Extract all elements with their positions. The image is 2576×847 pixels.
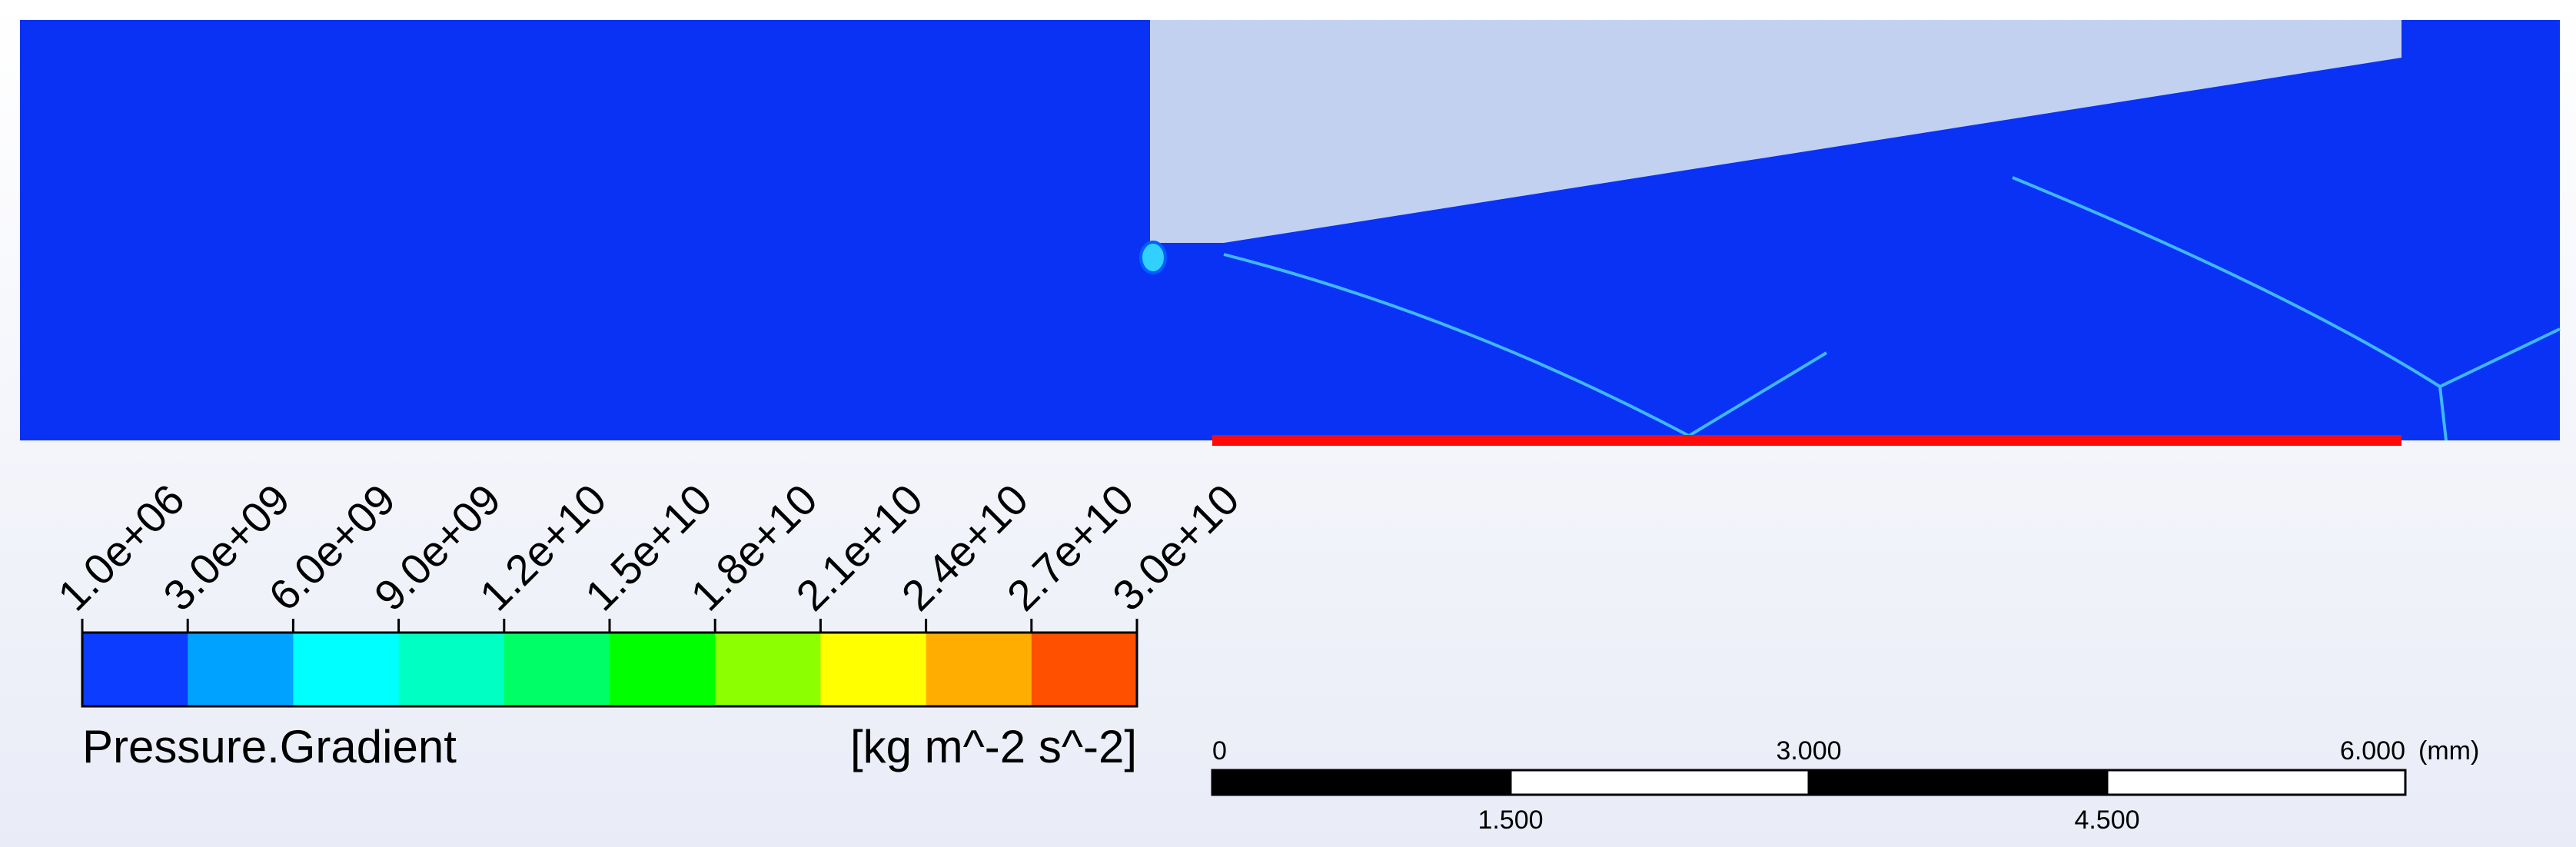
- scale-label: 4.500: [2074, 805, 2139, 835]
- legend-swatch: [504, 633, 610, 706]
- legend-swatch: [715, 633, 821, 706]
- corner-vortex: [1139, 241, 1167, 274]
- wall-highlight: [1212, 435, 2401, 446]
- legend-swatch: [82, 633, 188, 706]
- legend-units: [kg m^-2 s^-2]: [850, 721, 1137, 772]
- scale-unit: (mm): [2418, 736, 2479, 766]
- legend-swatch: [926, 633, 1032, 706]
- wedge-body: [1150, 20, 2401, 243]
- scale-label: 0: [1212, 736, 1227, 766]
- shock-line: [2438, 386, 2448, 441]
- legend-swatch: [820, 633, 927, 706]
- scale-label: 1.500: [1477, 805, 1543, 835]
- legend-title: Pressure.Gradient: [82, 721, 457, 772]
- scale-label: 3.000: [1776, 736, 1841, 766]
- legend-swatch: [398, 633, 505, 706]
- legend-swatch: [610, 633, 716, 706]
- shock-line: [2439, 327, 2561, 388]
- legend-swatch: [1031, 633, 1138, 706]
- legend-swatch: [188, 633, 294, 706]
- legend-swatch: [293, 633, 400, 706]
- scale-label: 6.000: [2340, 736, 2405, 766]
- shock-line: [1687, 351, 1828, 437]
- shock-lines: [1223, 176, 2561, 441]
- scale-segment: [2106, 769, 2407, 796]
- shock-line: [2012, 176, 2441, 388]
- scale-segment: [1509, 769, 1810, 796]
- scale-segment: [1807, 769, 2109, 796]
- shock-line: [1223, 253, 1690, 437]
- scale-segment: [1211, 769, 1512, 796]
